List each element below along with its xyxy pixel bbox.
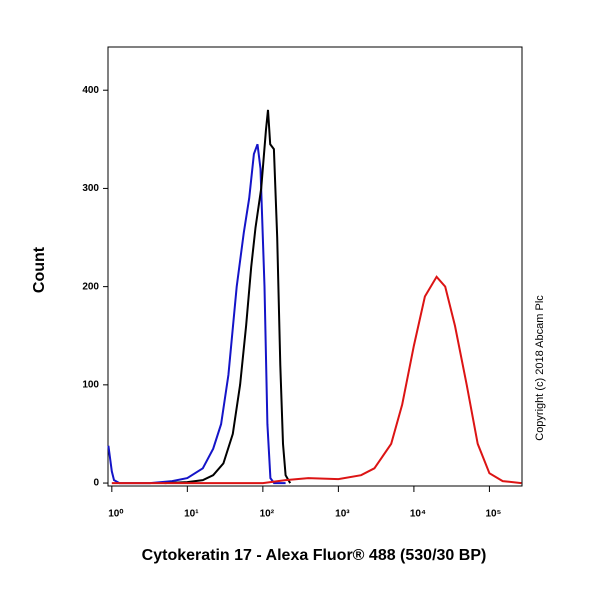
- y-tick-label: 400: [82, 85, 99, 96]
- x-axis-label: Cytokeratin 17 - Alexa Fluor® 488 (530/3…: [142, 547, 487, 564]
- x-tick-label: 10⁵: [486, 509, 502, 520]
- y-tick-label: 100: [82, 379, 99, 390]
- x-tick-label: 10²: [260, 509, 275, 520]
- copyright: Copyright (c) 2018 Abcam Plc: [534, 295, 546, 441]
- plot-frame: [107, 46, 523, 487]
- x-tick-label: 10³: [335, 509, 350, 520]
- series-line: [111, 275, 522, 485]
- x-tick-label: 10⁰: [108, 509, 123, 520]
- y-axis-label: Count: [31, 246, 48, 293]
- y-tick-label: 200: [82, 281, 99, 292]
- series-line: [107, 143, 286, 485]
- x-tick-label: 10⁴: [410, 509, 426, 520]
- series-line: [164, 109, 292, 485]
- y-tick-label: 300: [82, 183, 99, 194]
- x-tick-label: 10¹: [184, 509, 199, 520]
- y-tick-label: 0: [93, 478, 99, 489]
